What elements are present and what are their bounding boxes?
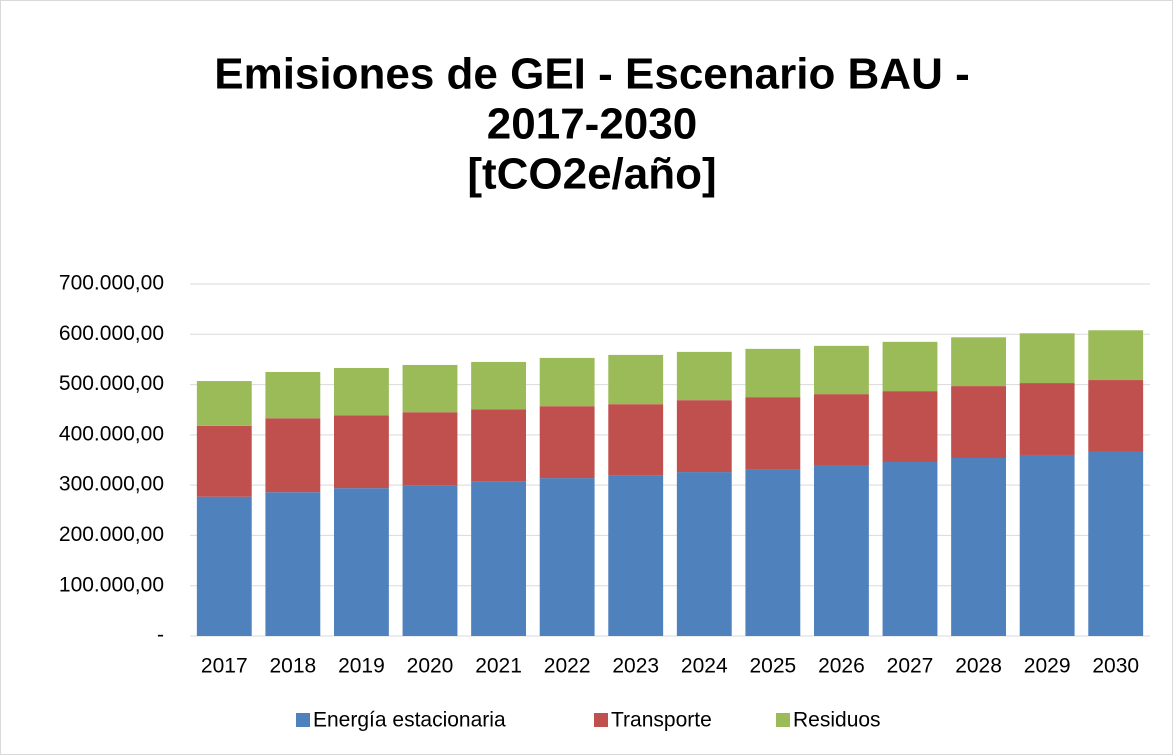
y-tick-label: 100.000,00: [59, 573, 164, 596]
x-tick-label: 2022: [544, 655, 591, 678]
x-tick-label: 2028: [955, 655, 1002, 678]
x-tick-label: 2025: [749, 655, 796, 678]
x-tick-label: 2024: [681, 655, 728, 678]
bar-segment: [1088, 330, 1144, 381]
bar-segment: [471, 481, 526, 636]
bar-segment: [882, 341, 938, 392]
chart-title: [tCO2e/año]: [467, 150, 716, 199]
bar-segment: [196, 381, 252, 426]
bar-segment: [676, 351, 732, 401]
y-tick-label: -: [157, 624, 164, 647]
bar-segment: [608, 354, 664, 405]
bar-segment: [608, 404, 664, 476]
chart-title: 2017-2030: [487, 100, 697, 149]
y-tick-label: 500.000,00: [59, 372, 164, 395]
bar-segment: [814, 345, 869, 395]
legend-label: Transporte: [611, 709, 712, 732]
bar-segment: [1019, 333, 1075, 384]
bar-segment: [402, 485, 458, 636]
bar-segment: [814, 465, 869, 636]
bar-segment: [402, 412, 458, 486]
y-tick-label: 200.000,00: [59, 523, 164, 546]
x-tick-label: 2018: [269, 655, 316, 678]
x-tick-label: 2021: [475, 655, 522, 678]
bar-segment: [745, 348, 801, 398]
bar-segment: [745, 397, 801, 470]
x-tick-label: 2017: [201, 655, 248, 678]
legend-label: Residuos: [793, 709, 881, 732]
chart-title: Emisiones de GEI - Escenario BAU -: [214, 50, 970, 99]
bar-segment: [882, 391, 938, 463]
y-tick-label: 400.000,00: [59, 422, 164, 445]
bar-segment: [334, 488, 389, 636]
y-tick-label: 600.000,00: [59, 322, 164, 345]
bar-segment: [608, 475, 664, 636]
bar-segment: [334, 367, 389, 416]
bar-segment: [539, 357, 595, 407]
y-tick-label: 300.000,00: [59, 473, 164, 496]
bar-segment: [334, 415, 389, 489]
bar-segment: [951, 386, 1006, 458]
bar-segment: [1088, 451, 1144, 636]
bar-segment: [265, 492, 321, 636]
bar-segment: [471, 361, 526, 410]
legend-label: Energía estacionaria: [313, 709, 506, 732]
bar-segment: [402, 364, 458, 413]
bar-segment: [539, 478, 595, 636]
bar-segment: [471, 409, 526, 482]
bar-segment: [676, 400, 732, 473]
bar-segment: [882, 462, 938, 636]
x-tick-label: 2029: [1024, 655, 1071, 678]
x-tick-label: 2030: [1092, 655, 1139, 678]
bar-segment: [951, 337, 1006, 387]
bar-segment: [196, 496, 252, 636]
legend-swatch: [594, 713, 608, 727]
legend-swatch: [776, 713, 790, 727]
legend-swatch: [296, 713, 310, 727]
bar-segment: [1019, 454, 1075, 636]
x-tick-label: 2023: [612, 655, 659, 678]
bar-segment: [951, 457, 1006, 636]
bar-segment: [814, 394, 869, 466]
bar-segment: [539, 406, 595, 479]
bar-segment: [676, 472, 732, 636]
x-tick-label: 2019: [338, 655, 385, 678]
bar-segment: [1088, 380, 1144, 452]
x-tick-label: 2027: [887, 655, 934, 678]
bar-segment: [196, 425, 252, 497]
bar-segment: [265, 372, 321, 419]
bar-segment: [1019, 383, 1075, 455]
x-tick-label: 2020: [407, 655, 454, 678]
x-tick-label: 2026: [818, 655, 865, 678]
y-tick-label: 700.000,00: [59, 272, 164, 295]
bar-segment: [265, 418, 321, 493]
bar-segment: [745, 469, 801, 636]
